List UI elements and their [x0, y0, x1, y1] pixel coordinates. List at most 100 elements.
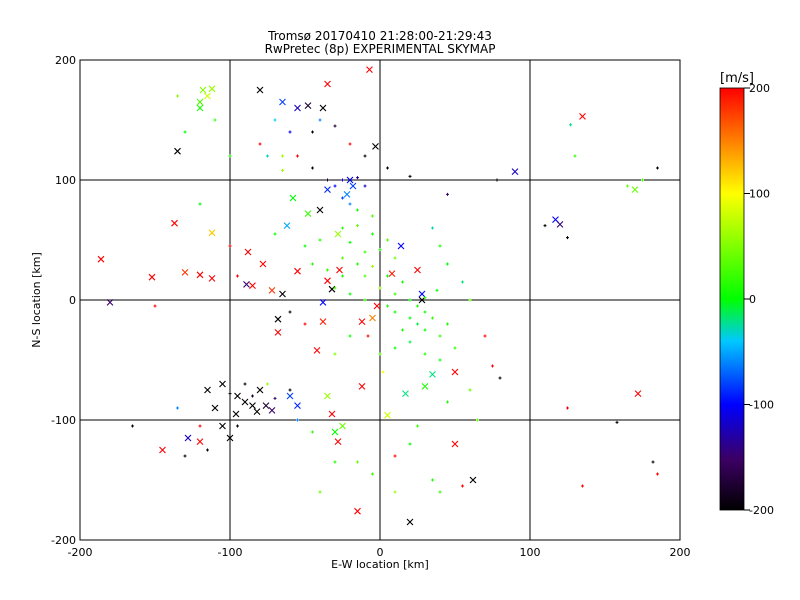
data-point-x: [232, 410, 240, 418]
data-point-plus: [378, 352, 382, 356]
data-point-plus: [273, 396, 277, 400]
data-point-plus: [566, 406, 569, 410]
data-point-x: [366, 66, 373, 73]
data-point-x: [372, 143, 379, 150]
data-point-x: [331, 428, 339, 436]
data-point-x: [429, 371, 436, 378]
data-point-plus: [363, 184, 367, 188]
data-point-plus: [468, 388, 472, 392]
data-point-plus: [266, 382, 269, 386]
y-tick-label: 200: [55, 54, 76, 67]
data-point-x: [324, 277, 331, 285]
data-point-plus: [438, 358, 442, 362]
data-point-plus: [393, 292, 397, 296]
data-point-plus: [386, 274, 389, 278]
data-point-x: [319, 318, 327, 325]
data-point-plus: [288, 310, 292, 314]
data-point-x: [274, 329, 282, 336]
data-point-plus: [356, 208, 359, 212]
data-point-x: [148, 273, 156, 281]
data-point-plus: [401, 280, 404, 284]
data-point-x: [346, 176, 354, 184]
data-point-plus: [303, 322, 307, 326]
data-point-x: [274, 315, 282, 323]
data-point-plus: [416, 304, 419, 308]
data-point-x: [196, 98, 204, 106]
data-point-x: [211, 404, 219, 412]
data-point-plus: [476, 418, 479, 422]
y-tick-label: 100: [55, 174, 76, 187]
x-axis-ticks: -200 -100 0 100 200: [68, 60, 691, 559]
data-point-plus: [431, 316, 434, 320]
data-point-x: [294, 267, 301, 275]
data-point-plus: [423, 310, 427, 314]
data-point-plus: [311, 130, 314, 134]
data-point-x: [369, 314, 376, 322]
data-point-x: [243, 281, 250, 288]
data-point-x: [294, 104, 301, 112]
data-point-plus: [341, 226, 344, 230]
data-point-plus: [371, 264, 374, 268]
data-point-plus: [626, 184, 629, 188]
data-point-x: [289, 194, 297, 202]
data-point-plus: [615, 420, 619, 424]
data-point-plus: [311, 166, 314, 170]
data-point-x: [339, 422, 346, 430]
data-point-x: [196, 104, 204, 112]
data-point-plus: [453, 346, 457, 350]
x-tick-label: -100: [218, 546, 243, 559]
x-tick-label: -200: [68, 546, 93, 559]
y-axis-ticks: -200 -100 0 100 200: [51, 54, 680, 547]
data-point-x: [286, 392, 294, 400]
data-point-plus: [408, 174, 412, 178]
data-point-plus: [423, 352, 427, 356]
data-point-x: [319, 104, 327, 112]
data-point-plus: [446, 400, 449, 404]
data-point-plus: [258, 142, 262, 146]
data-point-plus: [408, 298, 412, 302]
data-point-x: [279, 98, 286, 106]
data-point-plus: [446, 262, 449, 266]
data-point-plus: [318, 238, 322, 242]
data-point-plus: [288, 388, 292, 392]
data-point-plus: [153, 304, 157, 308]
data-point-plus: [408, 442, 412, 446]
data-point-x: [319, 299, 327, 306]
data-point-x: [204, 92, 211, 100]
data-point-plus: [251, 394, 254, 398]
data-point-plus: [288, 130, 292, 134]
data-point-plus: [431, 226, 434, 230]
data-point-x: [196, 271, 204, 279]
data-point-x: [343, 191, 351, 198]
data-points: [97, 66, 659, 526]
data-point-x: [208, 85, 216, 93]
data-point-x: [219, 380, 226, 388]
data-point-x: [208, 229, 216, 237]
data-point-x: [256, 386, 264, 394]
data-point-plus: [446, 322, 449, 326]
data-point-x: [256, 86, 264, 94]
data-point-plus: [461, 280, 464, 284]
data-point-plus: [348, 142, 352, 146]
data-point-plus: [378, 248, 382, 252]
data-point-x: [324, 80, 331, 88]
data-point-plus: [446, 192, 449, 196]
chart-subtitle: RwPretec (8p) EXPERIMENTAL SKYMAP: [265, 42, 496, 56]
data-point-plus: [296, 154, 299, 158]
data-point-plus: [333, 352, 337, 356]
data-point-x: [279, 290, 286, 298]
y-tick-label: -200: [51, 534, 76, 547]
colorbar-tick-label: 100: [749, 188, 770, 201]
data-point-x: [402, 390, 409, 397]
data-point-plus: [393, 346, 397, 350]
data-point-x: [283, 222, 291, 229]
data-point-plus: [371, 232, 374, 236]
data-point-plus: [311, 430, 314, 434]
data-point-plus: [348, 292, 352, 296]
data-point-plus: [363, 250, 367, 254]
data-point-x: [199, 86, 207, 94]
data-point-plus: [483, 334, 487, 338]
data-point-x: [334, 230, 342, 238]
data-point-plus: [438, 490, 442, 494]
data-point-plus: [296, 418, 299, 422]
